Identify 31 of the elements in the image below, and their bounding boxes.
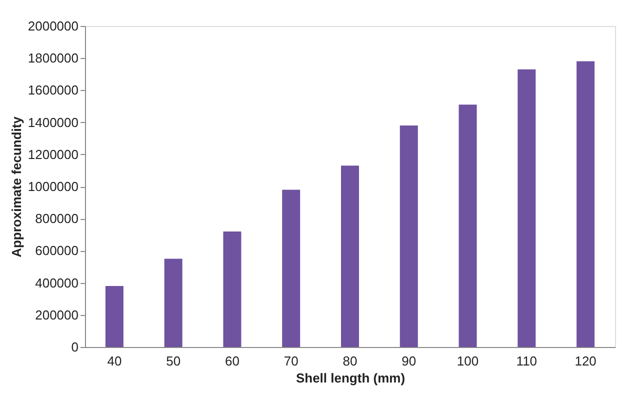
y-tick-label: 0	[71, 340, 78, 354]
bar	[223, 231, 242, 347]
y-axis-title: Approximate fecundity	[8, 116, 24, 258]
y-tick-label: 400000	[35, 275, 78, 290]
y-tick-label: 1400000	[28, 114, 78, 130]
y-tick-label: 800000	[35, 211, 78, 226]
x-tick-label: 60	[224, 354, 240, 368]
y-tick-label: 1600000	[28, 82, 78, 98]
bar	[282, 190, 300, 347]
x-tick-label: 70	[284, 354, 298, 368]
y-tick-label: 2000000	[28, 18, 78, 34]
bar	[576, 61, 595, 347]
x-tick-label: 120	[574, 354, 596, 368]
bar	[164, 258, 182, 347]
x-tick-label: 40	[107, 354, 122, 368]
bar	[400, 126, 418, 347]
y-tick-label: 1200000	[28, 146, 78, 162]
y-tick-label: 1000000	[28, 179, 78, 194]
y-tick-label: 1800000	[28, 50, 78, 66]
bar	[458, 104, 477, 347]
x-tick-label: 90	[402, 354, 416, 368]
bar	[341, 166, 359, 347]
bar	[105, 286, 124, 347]
x-axis-title: Shell length (mm)	[296, 370, 406, 386]
y-tick-label: 600000	[35, 243, 78, 258]
x-tick-label: 110	[516, 354, 538, 368]
x-tick-label: 50	[166, 354, 181, 368]
y-tick-label: 200000	[35, 307, 78, 322]
bar	[518, 69, 536, 347]
x-tick-label: 100	[456, 354, 479, 368]
x-tick-label: 80	[342, 354, 358, 368]
